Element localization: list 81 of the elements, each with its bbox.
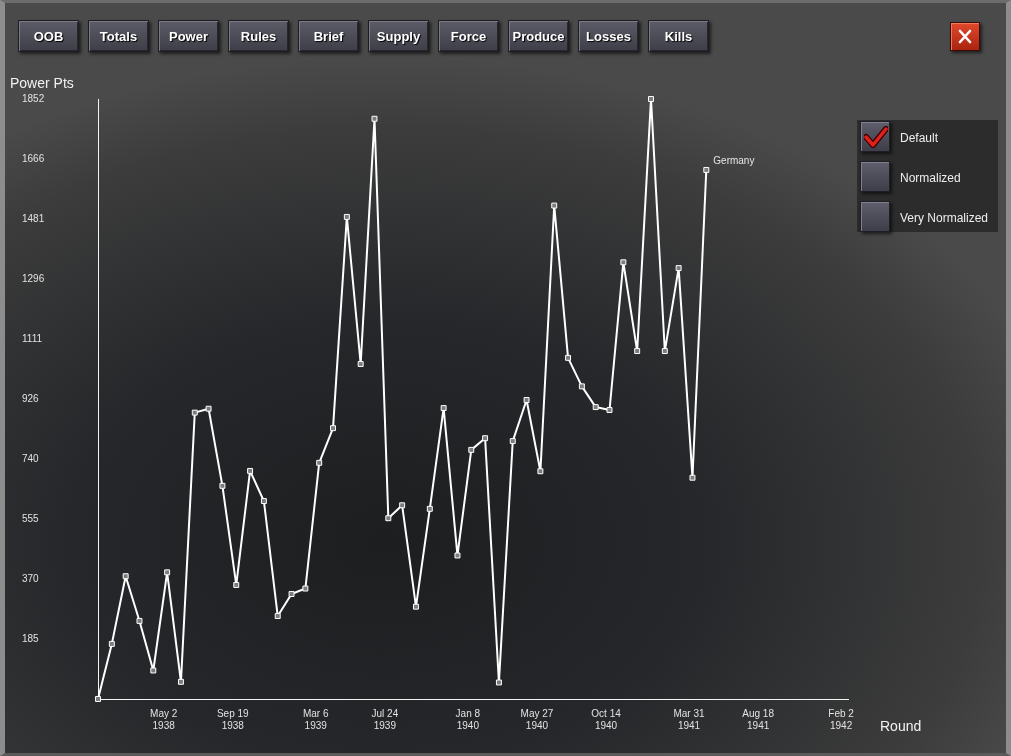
point — [136, 617, 143, 624]
x-tick-label: Sep 19 1938 — [216, 707, 250, 731]
y-tick-label: 370 — [22, 572, 40, 584]
tab-button: Rules — [228, 20, 289, 52]
point — [634, 348, 641, 355]
point — [592, 404, 599, 411]
point — [247, 467, 254, 474]
point — [288, 591, 295, 598]
y-tick-label: 1111 — [22, 332, 43, 344]
y-tick-label: 185 — [22, 632, 40, 644]
point — [648, 96, 654, 102]
point — [565, 354, 572, 361]
x-tick-label: Mar 6 1939 — [302, 707, 329, 731]
y-tick-label: 1666 — [22, 153, 45, 165]
tab-button: Produce — [508, 20, 569, 52]
series-label: Germany — [713, 154, 755, 166]
point — [164, 569, 171, 576]
point — [468, 446, 475, 453]
tab-button: OOB — [18, 20, 79, 52]
point — [495, 679, 502, 686]
y-tick-label: 555 — [22, 512, 40, 524]
y-tick-label: 1296 — [22, 272, 45, 284]
point — [260, 498, 267, 505]
y-tick-label: 740 — [22, 453, 40, 465]
point — [357, 361, 364, 367]
point — [426, 505, 433, 512]
tab-button: Power — [158, 20, 219, 52]
x-tick-label: Feb 2 1942 — [828, 707, 855, 731]
point — [191, 409, 198, 416]
point — [219, 482, 226, 489]
point — [108, 640, 115, 647]
tab-button: Totals — [88, 20, 149, 52]
x-tick-label: Jul 24 1939 — [371, 707, 399, 731]
point — [523, 397, 530, 403]
point — [440, 405, 447, 412]
point — [274, 613, 281, 620]
y-axis-title: Power Pts — [10, 74, 74, 91]
point — [343, 213, 350, 220]
point — [177, 678, 184, 685]
x-tick-label: May 2 1938 — [150, 707, 178, 731]
x-tick-label: May 27 1940 — [520, 707, 554, 731]
point — [689, 474, 696, 481]
point — [330, 425, 336, 432]
point — [482, 435, 489, 442]
x-tick-label: Mar 31 1941 — [673, 707, 706, 731]
x-tick-label: Jan 8 1940 — [455, 707, 481, 731]
point — [302, 585, 309, 592]
point — [606, 407, 613, 413]
point — [150, 667, 157, 674]
point — [578, 383, 585, 390]
point — [509, 438, 516, 445]
point — [620, 259, 627, 266]
tab-button: Kills — [648, 20, 709, 52]
tab-button: Brief — [298, 20, 359, 52]
point — [454, 552, 461, 559]
text: Normalized — [900, 171, 961, 185]
point — [233, 581, 240, 588]
point — [371, 115, 378, 122]
point — [122, 573, 129, 580]
text: Very Normalized — [900, 211, 989, 225]
text: Default — [900, 131, 939, 145]
point — [385, 515, 392, 522]
point — [661, 348, 668, 355]
x-axis-title: Round — [880, 717, 922, 734]
y-tick-label: 926 — [22, 392, 40, 404]
y-tick-label: 1852 — [22, 92, 45, 104]
point — [413, 603, 419, 610]
point — [399, 502, 406, 509]
point — [95, 696, 101, 702]
tab-button: Supply — [368, 20, 429, 52]
x-tick-label: Aug 18 1941 — [742, 707, 775, 731]
x-tick-label: Oct 14 1940 — [591, 707, 622, 731]
tab-button: Losses — [578, 20, 639, 52]
y-tick-label: 1481 — [22, 212, 45, 224]
point — [537, 468, 544, 475]
point — [205, 405, 212, 412]
point — [703, 166, 710, 173]
tab-button: Force — [438, 20, 499, 52]
point — [675, 265, 682, 272]
point — [551, 202, 558, 209]
point — [316, 459, 323, 466]
